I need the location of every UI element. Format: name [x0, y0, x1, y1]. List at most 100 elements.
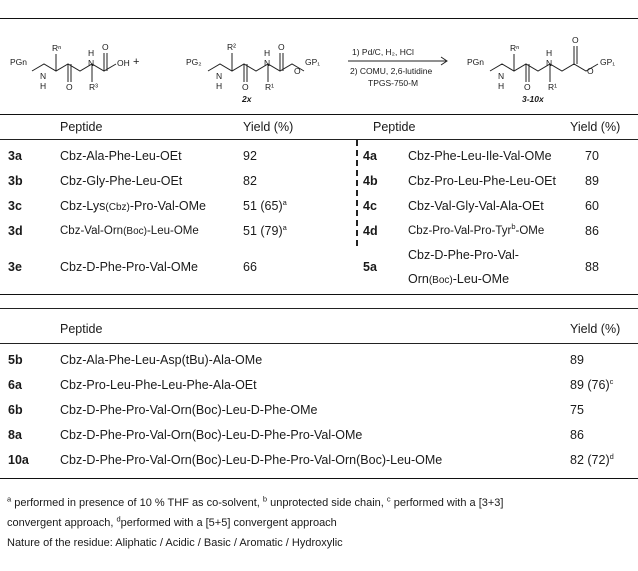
- yield-3c: 51 (65)a: [243, 197, 287, 213]
- row-id-4a: 4a: [363, 149, 377, 163]
- reactant2-gp: GP₁: [305, 57, 321, 67]
- reactant1-o2: O: [102, 42, 109, 52]
- footnote-line1: a performed in presence of 10 % THF as c…: [7, 494, 504, 509]
- reactant2-o1: O: [242, 82, 249, 92]
- yield-3d: 51 (79)a: [243, 222, 287, 238]
- table2-top-rule: [0, 308, 638, 309]
- yield-4c: 60: [585, 199, 599, 213]
- yield-10a: 82 (72)d: [570, 451, 614, 467]
- reactant1-oh: OH: [117, 58, 130, 68]
- peptide-5a-line1: Cbz-D-Phe-Pro-Val-: [408, 248, 519, 262]
- product-backbone: [489, 63, 599, 72]
- reactant2-r-top: R²: [227, 42, 236, 52]
- table2-header-rule: [0, 343, 638, 344]
- reactant1-pg: PGn: [10, 57, 28, 67]
- peptide-6a: Cbz-Pro-Leu-Phe-Leu-Phe-Ala-OEt: [60, 378, 257, 392]
- plus-sign: +: [133, 56, 140, 68]
- table1-header-peptide-right: Peptide: [373, 120, 416, 134]
- peptide-3c: Cbz-Lys(Cbz)-Pro-Val-OMe: [60, 199, 207, 213]
- condition-step2: 2) COMU, 2,6-lutidine: [350, 66, 433, 76]
- row-id-3e: 3e: [8, 260, 22, 274]
- reactant1-backbone: [31, 63, 117, 72]
- reactant2-pg: PG₂: [186, 57, 202, 67]
- yield-3a: 92: [243, 149, 257, 163]
- row-id-5b: 5b: [8, 353, 23, 367]
- peptide-4a: Cbz-Phe-Leu-Ile-Val-OMe: [408, 149, 552, 163]
- reactant1-o1: O: [66, 82, 73, 92]
- table2-header-yield: Yield (%): [570, 322, 621, 336]
- table1-header-yield-left: Yield (%): [243, 120, 294, 134]
- table1-header-rule: [0, 139, 638, 140]
- row-id-4c: 4c: [363, 199, 377, 213]
- row-id-4b: 4b: [363, 174, 378, 188]
- row-id-10a: 10a: [8, 453, 29, 467]
- row-id-4d: 4d: [363, 224, 378, 238]
- yield-4a: 70: [585, 149, 599, 163]
- reactant2-r-bottom: R¹: [265, 82, 274, 92]
- product-r-top: Rⁿ: [510, 43, 520, 53]
- reactant2-backbone: [207, 63, 305, 72]
- residue-nature-note: Nature of the residue: Aliphatic / Acidi…: [7, 537, 343, 549]
- table2-header-peptide: Peptide: [60, 322, 103, 336]
- table1-header-yield-right: Yield (%): [570, 120, 621, 134]
- peptide-5a-line2: Orn(Boc)-Leu-OMe: [408, 272, 510, 286]
- product-o2: O: [572, 35, 579, 45]
- row-id-5a: 5a: [363, 260, 377, 274]
- row-id-3d: 3d: [8, 224, 23, 238]
- peptide-4c: Cbz-Val-Gly-Val-Ala-OEt: [408, 199, 544, 213]
- footnote-line2: convergent approach, dperformed with a […: [7, 514, 337, 529]
- yield-6a: 89 (76)c: [570, 376, 614, 392]
- top-rule: [0, 18, 638, 19]
- peptide-4d: Cbz-Pro-Val-Pro-Tyrb-OMe: [408, 222, 545, 237]
- peptide-3d: Cbz-Val-Orn(Boc)-Leu-OMe: [60, 225, 199, 237]
- table1-header-peptide-left: Peptide: [60, 120, 103, 134]
- peptide-3e: Cbz-D-Phe-Pro-Val-OMe: [60, 260, 198, 274]
- yield-5b: 89: [570, 353, 584, 367]
- yield-3b: 82: [243, 174, 257, 188]
- product-o1: O: [524, 82, 531, 92]
- product-o3: O: [587, 66, 594, 76]
- reactant2-label: 2x: [242, 94, 252, 104]
- table1-column-divider: [356, 140, 358, 246]
- row-id-3a: 3a: [8, 149, 22, 163]
- yield-6b: 75: [570, 403, 584, 417]
- reactant1-r-bottom: R³: [89, 82, 98, 92]
- row-id-3c: 3c: [8, 199, 22, 213]
- condition-step1: 1) Pd/C, H₂, HCl: [352, 47, 414, 57]
- peptide-3a: Cbz-Ala-Phe-Leu-OEt: [60, 149, 182, 163]
- peptide-3b: Cbz-Gly-Phe-Leu-OEt: [60, 174, 183, 188]
- yield-8a: 86: [570, 428, 584, 442]
- yield-5a: 88: [585, 260, 599, 274]
- reactant2-o2: O: [278, 42, 285, 52]
- yield-4b: 89: [585, 174, 599, 188]
- row-id-3b: 3b: [8, 174, 23, 188]
- peptide-8a: Cbz-D-Phe-Pro-Val-Orn(Boc)-Leu-D-Phe-Pro…: [60, 428, 363, 442]
- condition-step2b: TPGS-750-M: [368, 78, 419, 88]
- row-id-8a: 8a: [8, 428, 22, 442]
- table2-bottom-rule: [0, 478, 638, 479]
- peptide-10a: Cbz-D-Phe-Pro-Val-Orn(Boc)-Leu-D-Phe-Pro…: [60, 453, 443, 467]
- reactant2-o3: O: [294, 66, 301, 76]
- peptide-6b: Cbz-D-Phe-Pro-Val-Orn(Boc)-Leu-D-Phe-OMe: [60, 403, 318, 417]
- peptide-4b: Cbz-Pro-Leu-Phe-Leu-OEt: [408, 174, 556, 188]
- product-gp: GP₁: [600, 57, 616, 67]
- yield-4d: 86: [585, 224, 599, 238]
- product-pg: PGn: [467, 57, 485, 67]
- row-id-6b: 6b: [8, 403, 23, 417]
- peptide-5b: Cbz-Ala-Phe-Leu-Asp(tBu)-Ala-OMe: [60, 353, 263, 367]
- product-r-bottom: R¹: [548, 82, 557, 92]
- reactant1-r-top: Rⁿ: [52, 43, 62, 53]
- row-id-6a: 6a: [8, 378, 22, 392]
- table1-bottom-rule: [0, 294, 638, 295]
- product-label: 3-10x: [522, 94, 544, 104]
- table1-top-rule: [0, 114, 638, 115]
- yield-3e: 66: [243, 260, 257, 274]
- scheme-drawing: [31, 46, 599, 82]
